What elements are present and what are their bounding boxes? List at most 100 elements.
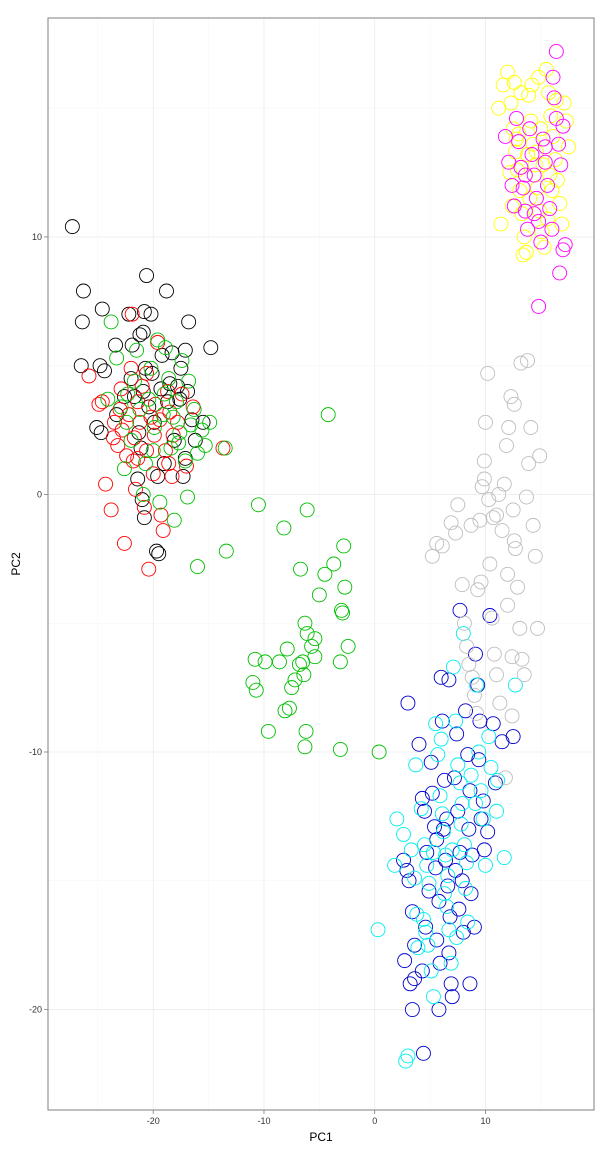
data-point <box>459 855 475 871</box>
data-point <box>441 922 457 938</box>
data-point <box>486 646 502 662</box>
data-point <box>143 306 159 322</box>
data-point <box>410 940 426 956</box>
data-point <box>500 597 516 613</box>
data-point <box>129 342 145 358</box>
data-point <box>530 620 545 636</box>
data-point <box>414 963 430 979</box>
data-point <box>526 167 542 183</box>
data-point <box>299 502 315 518</box>
data-point <box>545 69 561 85</box>
data-point <box>403 842 419 858</box>
data-point <box>120 386 136 402</box>
data-point <box>473 783 489 799</box>
data-point <box>542 201 558 217</box>
data-point <box>435 824 451 840</box>
data-point <box>126 430 142 446</box>
data-point <box>490 772 506 788</box>
data-point <box>202 414 218 430</box>
data-point <box>421 883 437 899</box>
data-point <box>506 533 522 549</box>
data-point <box>103 502 119 518</box>
data-point <box>297 615 313 631</box>
data-point <box>279 641 295 657</box>
data-point <box>516 229 532 245</box>
data-point <box>107 414 122 430</box>
data-point <box>143 360 159 376</box>
data-point <box>141 391 157 407</box>
data-point <box>194 422 210 438</box>
data-point <box>326 556 342 572</box>
data-point <box>505 729 521 745</box>
data-point <box>177 453 193 469</box>
data-point <box>150 332 166 348</box>
data-point <box>413 801 429 817</box>
data-point <box>448 863 464 878</box>
data-point <box>146 420 162 435</box>
data-point <box>451 901 467 917</box>
data-point <box>544 221 560 237</box>
data-point <box>98 476 114 492</box>
data-point <box>541 85 557 101</box>
data-point <box>163 440 179 456</box>
data-point <box>156 456 172 472</box>
data-point <box>276 520 292 536</box>
data-point <box>527 157 543 173</box>
data-point <box>518 244 534 260</box>
data-point <box>516 667 532 683</box>
data-point <box>535 157 551 173</box>
data-point <box>540 177 555 193</box>
data-point <box>466 687 482 703</box>
data-point <box>513 85 529 101</box>
data-point <box>480 365 496 381</box>
data-point <box>510 162 526 178</box>
data-point <box>558 113 574 129</box>
series-5 <box>424 353 548 786</box>
x-tick-label: 10 <box>480 1116 490 1126</box>
data-point <box>250 497 266 513</box>
data-point <box>512 620 528 636</box>
data-point <box>460 914 476 930</box>
data-point <box>287 672 303 688</box>
data-point <box>119 414 135 430</box>
data-point <box>424 785 440 801</box>
data-point <box>139 268 155 283</box>
data-point <box>476 471 492 487</box>
data-point <box>195 414 211 430</box>
data-point <box>73 358 89 374</box>
data-point <box>145 443 161 459</box>
data-point <box>123 371 139 387</box>
data-point <box>335 605 351 621</box>
data-point <box>411 736 427 752</box>
data-point <box>503 95 519 111</box>
data-point <box>434 713 450 729</box>
data-point <box>515 247 531 263</box>
data-point <box>112 402 128 417</box>
data-point <box>132 402 148 417</box>
data-point <box>153 381 169 397</box>
data-point <box>161 456 177 472</box>
data-point <box>476 453 492 469</box>
data-point <box>520 147 535 162</box>
data-point <box>555 118 571 134</box>
data-point <box>126 373 142 389</box>
data-point <box>402 976 418 992</box>
data-point <box>180 489 195 505</box>
data-point <box>501 420 517 435</box>
data-point <box>444 842 460 858</box>
data-point <box>307 631 323 647</box>
data-point <box>444 989 460 1005</box>
data-point <box>131 425 147 441</box>
data-point <box>337 579 353 595</box>
data-point <box>128 481 143 497</box>
data-point <box>527 548 543 564</box>
data-point <box>441 945 457 961</box>
data-point <box>432 788 448 804</box>
data-point <box>135 487 151 502</box>
data-point <box>484 610 500 626</box>
data-point <box>432 955 448 971</box>
data-point <box>430 747 446 763</box>
data-point <box>247 651 263 667</box>
data-point <box>130 394 146 410</box>
data-point <box>540 211 555 227</box>
